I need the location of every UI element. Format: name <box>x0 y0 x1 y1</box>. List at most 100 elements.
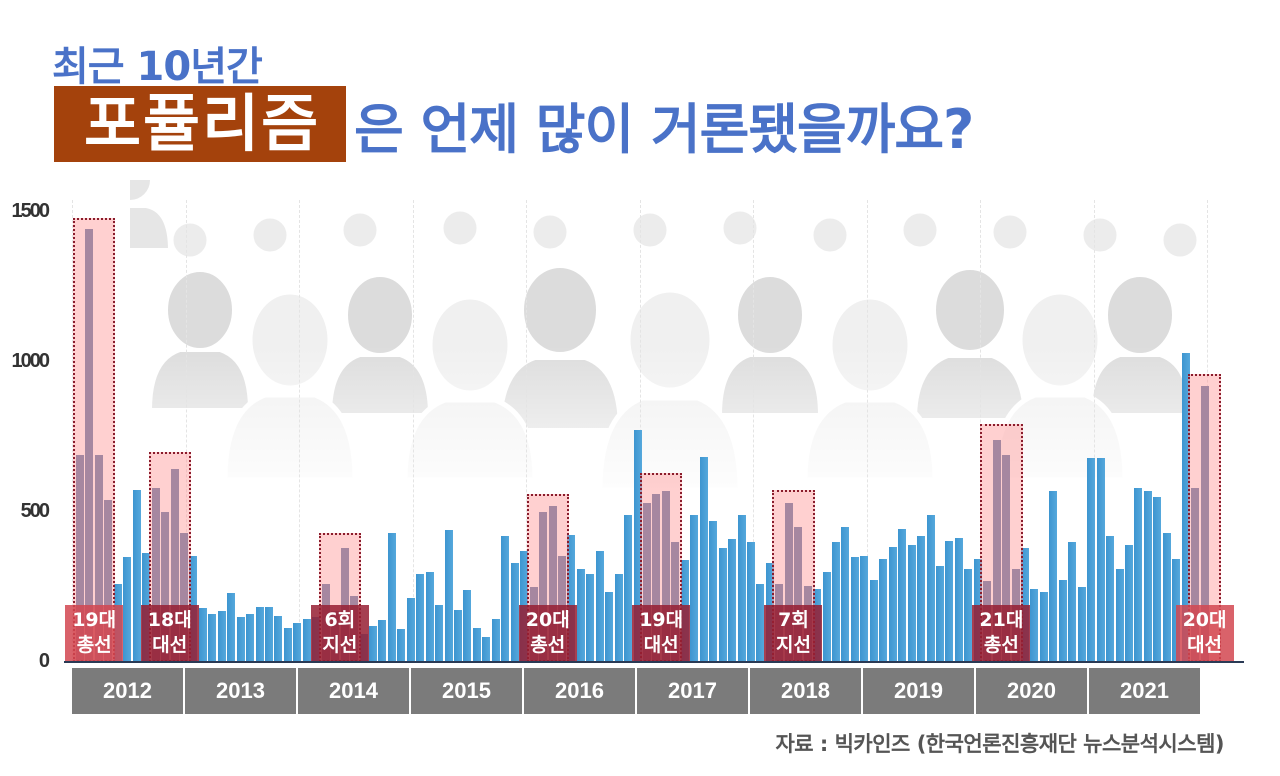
bar <box>595 551 604 662</box>
election-label: 18대 대선 <box>140 605 199 663</box>
bar <box>236 617 245 662</box>
chart-title: 포퓰리즘 은 언제 많이 거론됐을까요? <box>54 86 974 162</box>
bar <box>992 440 1001 662</box>
bar <box>1124 545 1133 662</box>
election-label: 6회 지선 <box>310 605 369 663</box>
bar <box>832 542 840 662</box>
year-gridline <box>1093 200 1095 662</box>
bar <box>416 573 425 662</box>
election-label: 20대 총선 <box>518 605 577 663</box>
bar <box>643 503 651 662</box>
bar <box>76 455 84 662</box>
year-gridline <box>866 200 868 662</box>
bar <box>746 542 755 662</box>
bar <box>1191 488 1200 662</box>
bar <box>822 572 831 662</box>
source-caption: 자료 : 빅카인즈 (한국언론진흥재단 뉴스분석시스템) <box>775 732 1224 756</box>
bar <box>208 614 217 662</box>
x-axis-years: 2012 2013 2014 2015 2016 2017 2018 2019 … <box>72 668 1202 714</box>
crowd-silhouette-background <box>130 180 1210 510</box>
year-gridline <box>412 200 414 662</box>
bar <box>954 537 963 662</box>
bar <box>1162 533 1171 662</box>
bar <box>945 540 954 662</box>
bar <box>841 527 850 662</box>
bar <box>879 558 888 662</box>
bar <box>246 614 255 662</box>
bar <box>671 542 680 662</box>
bar <box>869 579 878 662</box>
bar <box>227 593 236 662</box>
bar <box>860 555 869 662</box>
bar <box>378 620 387 662</box>
bar <box>85 228 94 662</box>
bar <box>444 530 453 662</box>
election-label: 21대 총선 <box>972 605 1031 663</box>
year-2015: 2015 <box>411 668 524 714</box>
year-2017: 2017 <box>637 668 750 714</box>
bar <box>170 468 179 662</box>
bar <box>1181 353 1190 662</box>
year-2018: 2018 <box>750 668 863 714</box>
bar <box>888 546 897 662</box>
bar <box>406 597 415 662</box>
election-highlight-box <box>73 218 116 662</box>
bar <box>1087 458 1096 662</box>
bar <box>1068 542 1077 662</box>
bar <box>387 533 396 662</box>
y-tick-500: 500 <box>20 500 50 522</box>
bar <box>123 557 132 662</box>
bar <box>1039 591 1048 662</box>
bar <box>501 536 510 662</box>
bar <box>718 548 727 662</box>
bar <box>161 512 170 662</box>
year-2014: 2014 <box>298 668 411 714</box>
bar <box>917 536 926 662</box>
bar <box>1106 536 1115 662</box>
bar <box>255 606 264 662</box>
bar <box>586 573 595 662</box>
election-label: 7회 지선 <box>764 605 823 663</box>
bar <box>898 528 907 662</box>
bar <box>605 591 614 662</box>
year-2021: 2021 <box>1089 668 1202 714</box>
bar <box>567 534 576 662</box>
bar <box>482 636 491 662</box>
bar <box>265 606 273 662</box>
bar <box>1077 587 1086 662</box>
election-label: 19대 대선 <box>632 605 691 663</box>
year-gridline <box>299 200 300 662</box>
year-gridline <box>526 200 527 662</box>
bar <box>964 569 973 662</box>
bar <box>652 494 661 662</box>
year-2016: 2016 <box>524 668 637 714</box>
bar <box>709 521 718 662</box>
bar <box>198 608 207 662</box>
bar <box>425 572 434 662</box>
bar <box>1134 488 1143 662</box>
bar <box>274 615 283 662</box>
bar <box>1153 497 1162 662</box>
bar <box>1002 455 1011 662</box>
bar <box>1096 458 1105 662</box>
y-tick-0: 0 <box>38 650 50 672</box>
bar <box>794 527 803 662</box>
bar <box>1030 588 1039 662</box>
bar <box>454 609 462 662</box>
title-rest: 은 언제 많이 거론됐을까요? <box>354 97 974 161</box>
bar <box>283 627 292 662</box>
y-tick-1000: 1000 <box>11 350 51 372</box>
bar <box>699 456 708 662</box>
bar <box>397 629 406 662</box>
year-2013: 2013 <box>185 668 298 714</box>
bar <box>614 573 623 662</box>
election-label: 19대 총선 <box>65 605 124 663</box>
bar <box>661 491 670 662</box>
bar <box>756 584 765 662</box>
year-gridline <box>72 200 73 662</box>
bar <box>907 545 916 662</box>
bar <box>926 515 935 662</box>
bar <box>784 503 793 662</box>
bar <box>179 533 188 662</box>
